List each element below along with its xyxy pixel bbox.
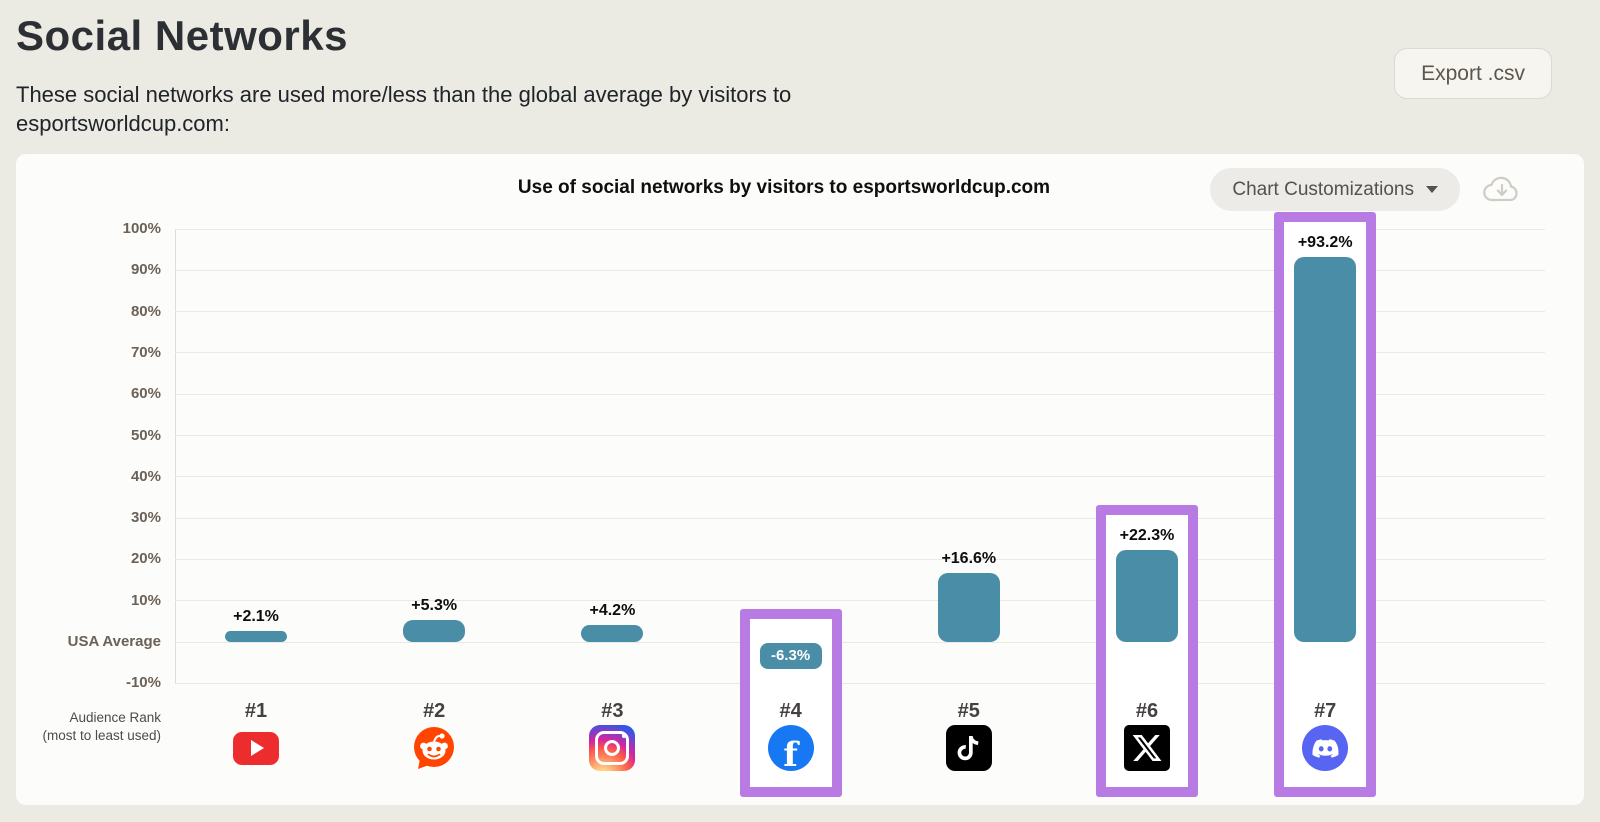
gridline	[175, 558, 1545, 560]
gridline	[175, 435, 1545, 436]
page-title: Social Networks	[16, 12, 348, 59]
gridline	[175, 352, 1545, 354]
gridline	[175, 641, 1545, 643]
plot-area: 100% 90% 80% 70% 60% 50% 40% 30% 20% 10% USA Avera…	[16, 154, 1584, 805]
bar-value-label: -6.3%	[771, 647, 811, 664]
y-tick-label: 10%	[130, 591, 161, 609]
y-tick-label: 60%	[130, 385, 161, 403]
gridline	[175, 476, 1545, 478]
chart-customizations-label: Chart Customizations	[1232, 178, 1414, 200]
gridline	[175, 393, 1545, 395]
y-tick-label: -10%	[125, 674, 161, 692]
bar-discord	[1294, 257, 1357, 642]
y-tick-label: 80%	[130, 302, 161, 320]
chart-customizations-button[interactable]: Chart Customizations	[1210, 168, 1460, 211]
export-csv-button[interactable]: Export .csv	[1394, 48, 1552, 99]
export-csv-label: Export .csv	[1421, 61, 1525, 85]
bar-value-label: +16.6%	[941, 550, 997, 568]
bar-instagram	[581, 624, 644, 642]
gridline	[175, 600, 1545, 602]
bar-value-label: +4.2%	[589, 601, 636, 619]
x-axis-title-line2: (most to least used)	[42, 728, 161, 743]
rank-label-discord: #7	[1314, 700, 1337, 722]
rank-label-tiktok: #5	[957, 700, 980, 722]
rank-label-facebook: #4	[779, 700, 802, 722]
y-tick-label: 90%	[130, 261, 161, 279]
tiktok-icon	[945, 725, 992, 771]
bar-youtube	[225, 631, 287, 642]
x-axis-title-line1: Audience Rank	[69, 710, 161, 725]
y-tick-label: 30%	[130, 509, 161, 527]
chevron-down-icon	[1426, 186, 1438, 193]
y-tick-label: 20%	[130, 550, 161, 568]
reddit-icon	[411, 725, 457, 771]
gridline	[175, 517, 1545, 519]
y-tick-label: USA Average	[67, 633, 161, 650]
bar-reddit	[403, 620, 466, 642]
bar-value-label: +22.3%	[1119, 526, 1175, 544]
chart-title: Use of social networks by visitors to es…	[517, 177, 1051, 198]
gridline	[175, 682, 1545, 684]
bar-value-label: +2.1%	[233, 608, 279, 625]
bar-facebook	[759, 643, 822, 670]
y-tick-label: 50%	[130, 426, 161, 444]
bar-x	[1116, 549, 1178, 642]
gridline	[175, 311, 1545, 313]
rank-label-x: #6	[1135, 700, 1159, 722]
chart-panel: Use of social networks by visitors to es…	[16, 154, 1584, 805]
bar-value-label: +5.3%	[411, 597, 458, 615]
x-icon	[1124, 725, 1170, 771]
y-tick-label: 40%	[130, 467, 161, 485]
page-subtitle: These social networks are used more/less…	[16, 82, 792, 136]
rank-label-reddit: #2	[423, 700, 446, 722]
y-tick-label: 100%	[122, 220, 161, 237]
gridline	[175, 269, 1545, 271]
bar-tiktok	[937, 573, 1000, 642]
cloud-download-icon[interactable]	[1482, 174, 1522, 206]
y-axis-line	[175, 229, 176, 683]
instagram-icon	[589, 725, 636, 771]
rank-label-youtube: #1	[244, 700, 268, 722]
rank-label-instagram: #3	[601, 700, 624, 722]
facebook-icon: f	[767, 725, 814, 771]
y-tick-label: 70%	[130, 343, 161, 361]
discord-icon	[1302, 725, 1349, 771]
youtube-icon	[233, 725, 279, 771]
bar-value-label: +93.2%	[1297, 234, 1353, 252]
highlight-box	[1096, 504, 1198, 797]
gridline	[175, 228, 1545, 230]
